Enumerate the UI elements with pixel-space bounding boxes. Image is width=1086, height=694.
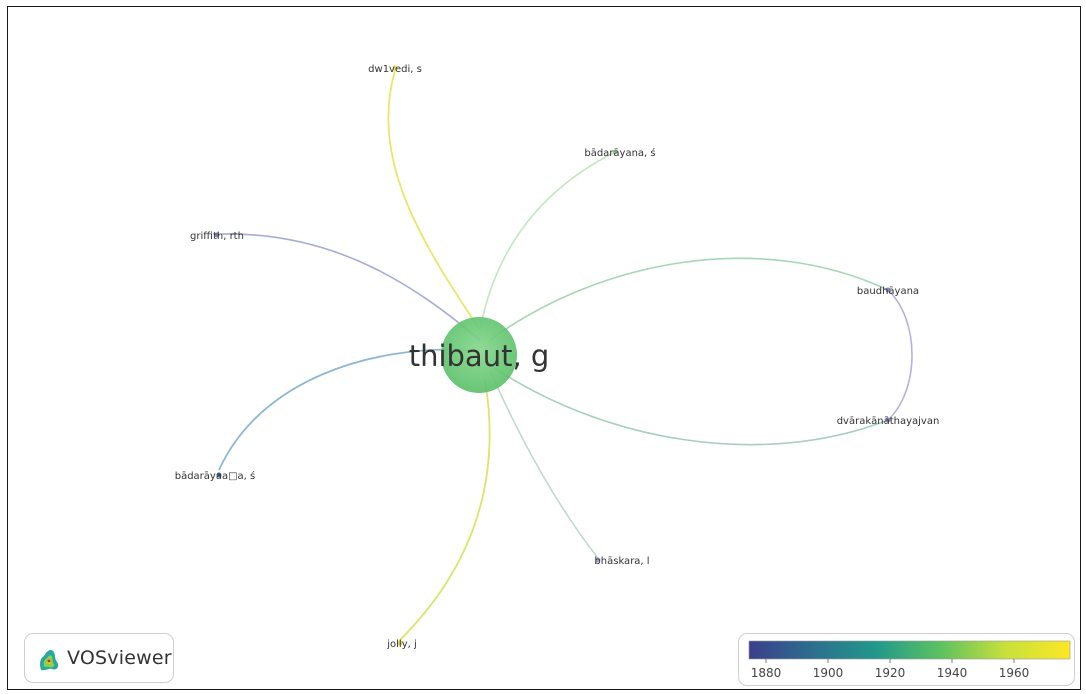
node-badarayana1[interactable] (612, 149, 618, 155)
edge-baudhayana (489, 257, 889, 341)
edge-griffith (221, 233, 481, 341)
node-badarayana2[interactable] (216, 472, 222, 478)
node-bhaskara[interactable] (595, 557, 601, 563)
node-dwivedi[interactable] (392, 65, 398, 71)
node-jolly[interactable] (397, 640, 403, 646)
color-legend: 1880 1900 1920 1940 1960 (738, 633, 1075, 686)
node-griffith[interactable] (214, 232, 220, 238)
label-thibaut: thibaut, g (409, 339, 550, 373)
legend-tick-label: 1940 (937, 666, 968, 680)
label-badarayana1: bādarāyana, ś (584, 147, 655, 159)
node-baudhayana[interactable] (885, 287, 891, 293)
small-nodes (214, 65, 891, 646)
legend-tick-label: 1900 (813, 666, 844, 680)
network-canvas[interactable] (7, 6, 1081, 690)
edge-dwivedi (387, 69, 481, 331)
legend-tick-label: 1960 (999, 666, 1030, 680)
edges (218, 69, 913, 641)
label-dwivedi: dw1vedi, s (368, 64, 422, 75)
label-jolly: jolly, j (386, 639, 417, 650)
vosviewer-logo-text: VOSviewer (67, 647, 172, 669)
edge-baudhayana-dvarakanatha (887, 289, 913, 421)
edge-jolly (399, 379, 491, 641)
label-badarayana2: bādarāyaa□a, ś (175, 470, 256, 482)
vosviewer-logo: VOSviewer (24, 633, 174, 683)
edge-dvarakanatha (489, 364, 889, 446)
legend-tick-label: 1920 (875, 666, 906, 680)
legend-ticks: 1880 1900 1920 1940 1960 (751, 659, 1030, 680)
vosviewer-logo-icon (40, 649, 59, 671)
label-bhaskara: bhāskara, l (594, 556, 649, 567)
edge-badarayana1 (479, 151, 616, 331)
node-dvarakanatha[interactable] (885, 417, 891, 423)
legend-color-bar (748, 640, 1071, 660)
label-dvarakanatha: dvārakānāthayajvan (837, 416, 940, 427)
edge-badarayana2 (218, 348, 471, 471)
legend-scale: 1880 1900 1920 1940 1960 (748, 640, 1071, 680)
legend-tick-label: 1880 (751, 666, 782, 680)
label-baudhayana: baudhāyana (857, 286, 919, 297)
edge-bhaskara (489, 369, 599, 559)
label-griffith: griffith, rth (190, 231, 244, 242)
node-thibaut[interactable] (441, 317, 517, 393)
